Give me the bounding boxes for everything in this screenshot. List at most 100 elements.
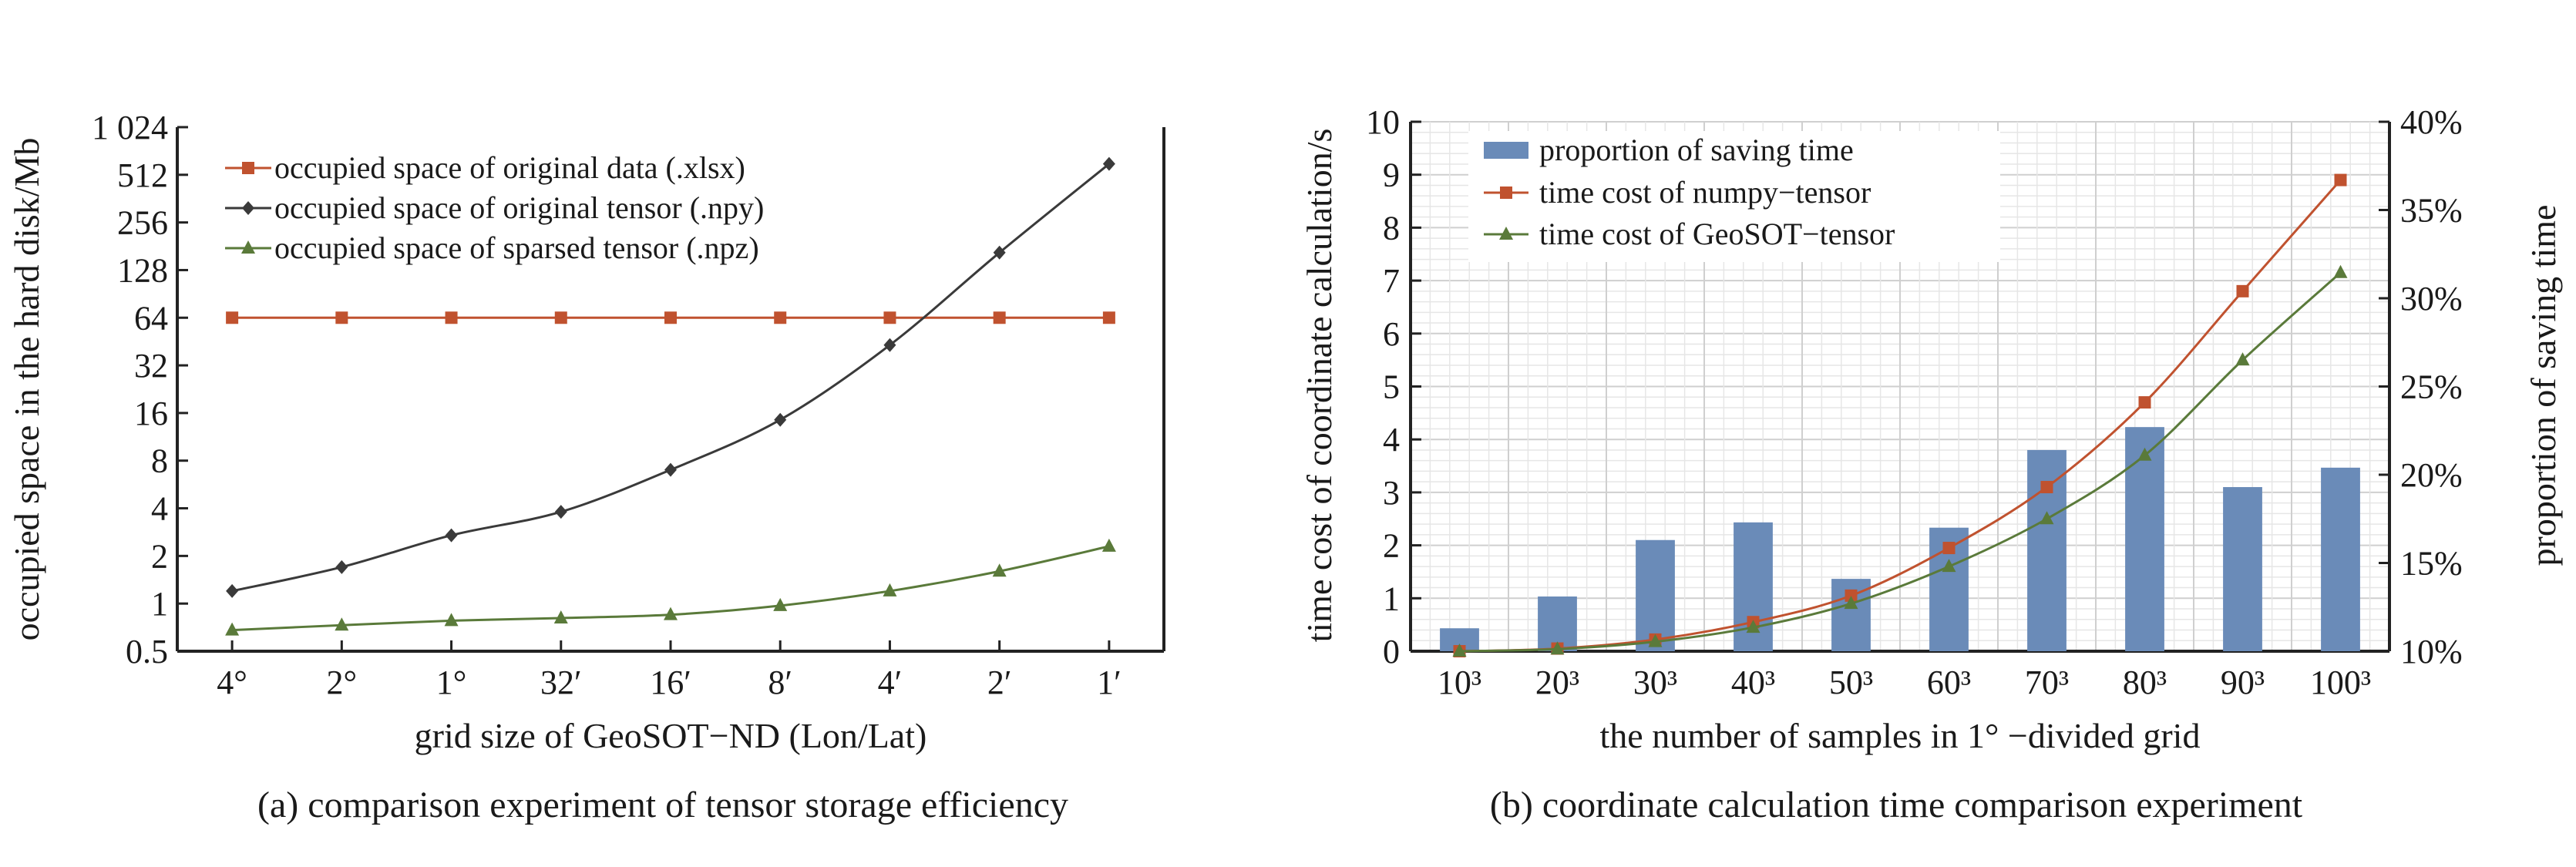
data-point xyxy=(444,613,459,627)
legend-label: occupied space of original tensor (.npy) xyxy=(274,190,764,225)
y-right-tick-label: 25% xyxy=(2400,368,2463,406)
legend-marker xyxy=(241,240,255,254)
bar xyxy=(2321,467,2360,651)
data-point xyxy=(1101,538,1116,552)
legend-marker xyxy=(1500,187,1512,199)
data-point xyxy=(554,311,567,324)
data-point xyxy=(774,412,787,427)
data-point xyxy=(993,311,1006,324)
y-tick-label: 0 xyxy=(1383,633,1400,670)
panel-a-x-axis-title: grid size of GeoSOT−ND (Lon/Lat) xyxy=(415,716,927,755)
data-point xyxy=(2138,396,2151,409)
panel-a-x-ticks: 4° 2° 1° 32′ 16′ 8′ 4′ 2′ 1′ xyxy=(217,640,1122,701)
panel-a-legend: occupied space of original data (.xlsx) o… xyxy=(225,150,764,265)
data-point xyxy=(883,338,896,352)
data-point xyxy=(2236,284,2249,297)
data-point xyxy=(1942,542,1956,555)
data-point xyxy=(1648,633,1663,647)
y-tick-label: 2 xyxy=(1383,527,1400,565)
x-tick-label: 1′ xyxy=(1097,664,1122,701)
panel-b-caption: (b) coordinate calculation time comparis… xyxy=(1490,785,2303,825)
series-line xyxy=(1459,179,2342,653)
panel-a-y-ticks: 0.5 1 2 4 8 16 32 64 128 256 512 1 024 xyxy=(92,109,188,670)
panel-a: 0.5 1 2 4 8 16 32 64 128 256 512 1 024 4° 2° 1° 32′ 16′… xyxy=(7,109,1165,825)
panel-b-legend: proportion of saving time time cost of nu… xyxy=(1468,131,2000,262)
x-tick-label: 2° xyxy=(327,664,358,701)
legend-marker xyxy=(242,162,254,174)
data-point xyxy=(2333,264,2348,278)
y-tick-label: 5 xyxy=(1383,368,1400,406)
data-point xyxy=(2137,447,2152,461)
data-point xyxy=(774,311,787,324)
data-point xyxy=(992,563,1007,577)
series-line xyxy=(231,163,1110,593)
data-point xyxy=(1550,641,1565,655)
data-point xyxy=(335,617,349,631)
y-tick-label: 9 xyxy=(1383,156,1400,194)
x-tick-label: 1° xyxy=(436,664,467,701)
y-tick-label: 6 xyxy=(1383,315,1400,353)
x-tick-label: 2′ xyxy=(987,664,1012,701)
data-point xyxy=(445,311,458,324)
y-tick-label: 256 xyxy=(117,204,168,242)
x-tick-label: 40³ xyxy=(1731,664,1775,701)
x-tick-label: 50³ xyxy=(1829,664,1873,701)
x-tick-label: 4′ xyxy=(878,664,903,701)
data-point xyxy=(664,462,677,477)
panel-b-y-ticks-left: 0 1 2 3 4 5 6 7 8 9 10 xyxy=(1366,103,1421,670)
y-tick-label: 2 xyxy=(151,537,168,575)
data-point xyxy=(335,560,348,574)
y-tick-label: 1 xyxy=(151,585,168,623)
y-tick-label: 4 xyxy=(151,490,168,528)
y-tick-label: 1 xyxy=(1383,580,1400,617)
data-point xyxy=(2334,173,2347,187)
y-tick-label: 10 xyxy=(1366,103,1400,141)
y-right-tick-label: 10% xyxy=(2400,633,2463,670)
y-tick-label: 512 xyxy=(117,156,168,194)
legend-label: occupied space of original data (.xlsx) xyxy=(274,150,745,185)
x-tick-label: 60³ xyxy=(1927,664,1971,701)
data-point xyxy=(664,311,677,324)
panel-b: 0 1 2 3 4 5 6 7 8 9 10 10% 15% 20% 25% 30% 35% 40% 10³ 20… xyxy=(1300,103,2563,825)
y-tick-label: 4 xyxy=(1383,421,1400,459)
y-tick-label: 8 xyxy=(1383,209,1400,247)
panel-b-x-axis-title: the number of samples in 1° −divided gri… xyxy=(1600,716,2201,755)
x-tick-label: 20³ xyxy=(1535,664,1579,701)
x-tick-label: 32′ xyxy=(540,664,582,701)
x-tick-label: 4° xyxy=(217,664,247,701)
y-tick-label: 7 xyxy=(1383,262,1400,300)
data-point xyxy=(554,505,567,519)
series-line xyxy=(1459,271,2342,653)
x-tick-label: 30³ xyxy=(1633,664,1677,701)
data-point xyxy=(226,583,239,598)
x-tick-label: 90³ xyxy=(2221,664,2265,701)
y-tick-label: 16 xyxy=(134,395,168,432)
data-point xyxy=(2040,481,2053,494)
data-point xyxy=(226,311,239,324)
data-point xyxy=(1102,311,1115,324)
y-right-tick-label: 15% xyxy=(2400,545,2463,583)
legend-bar-swatch xyxy=(1484,142,1528,159)
legend-background xyxy=(1468,131,2000,262)
y-right-tick-label: 30% xyxy=(2400,280,2463,318)
panel-a-y-axis-title: occupied space in the hard disk/Mb xyxy=(7,138,46,641)
data-point xyxy=(445,528,458,543)
y-tick-label: 1 024 xyxy=(92,109,168,146)
y-tick-label: 3 xyxy=(1383,474,1400,512)
panel-a-caption: (a) comparison experiment of tensor stor… xyxy=(257,785,1068,825)
data-point xyxy=(335,311,348,324)
panel-b-y-ticks-right: 10% 15% 20% 25% 30% 35% 40% xyxy=(2379,103,2463,670)
y-right-tick-label: 40% xyxy=(2400,103,2463,141)
data-point xyxy=(1942,559,1956,573)
data-point xyxy=(1102,156,1115,171)
y-tick-label: 128 xyxy=(117,251,168,289)
x-tick-label: 10³ xyxy=(1438,664,1481,701)
y-tick-label: 32 xyxy=(134,347,168,385)
legend-marker xyxy=(242,201,254,215)
panel-b-series xyxy=(1452,173,2348,657)
data-point xyxy=(1452,644,1467,657)
y-tick-label: 8 xyxy=(151,442,168,480)
x-tick-label: 70³ xyxy=(2025,664,2069,701)
data-point xyxy=(1845,589,1858,602)
y-right-tick-label: 35% xyxy=(2400,192,2463,230)
